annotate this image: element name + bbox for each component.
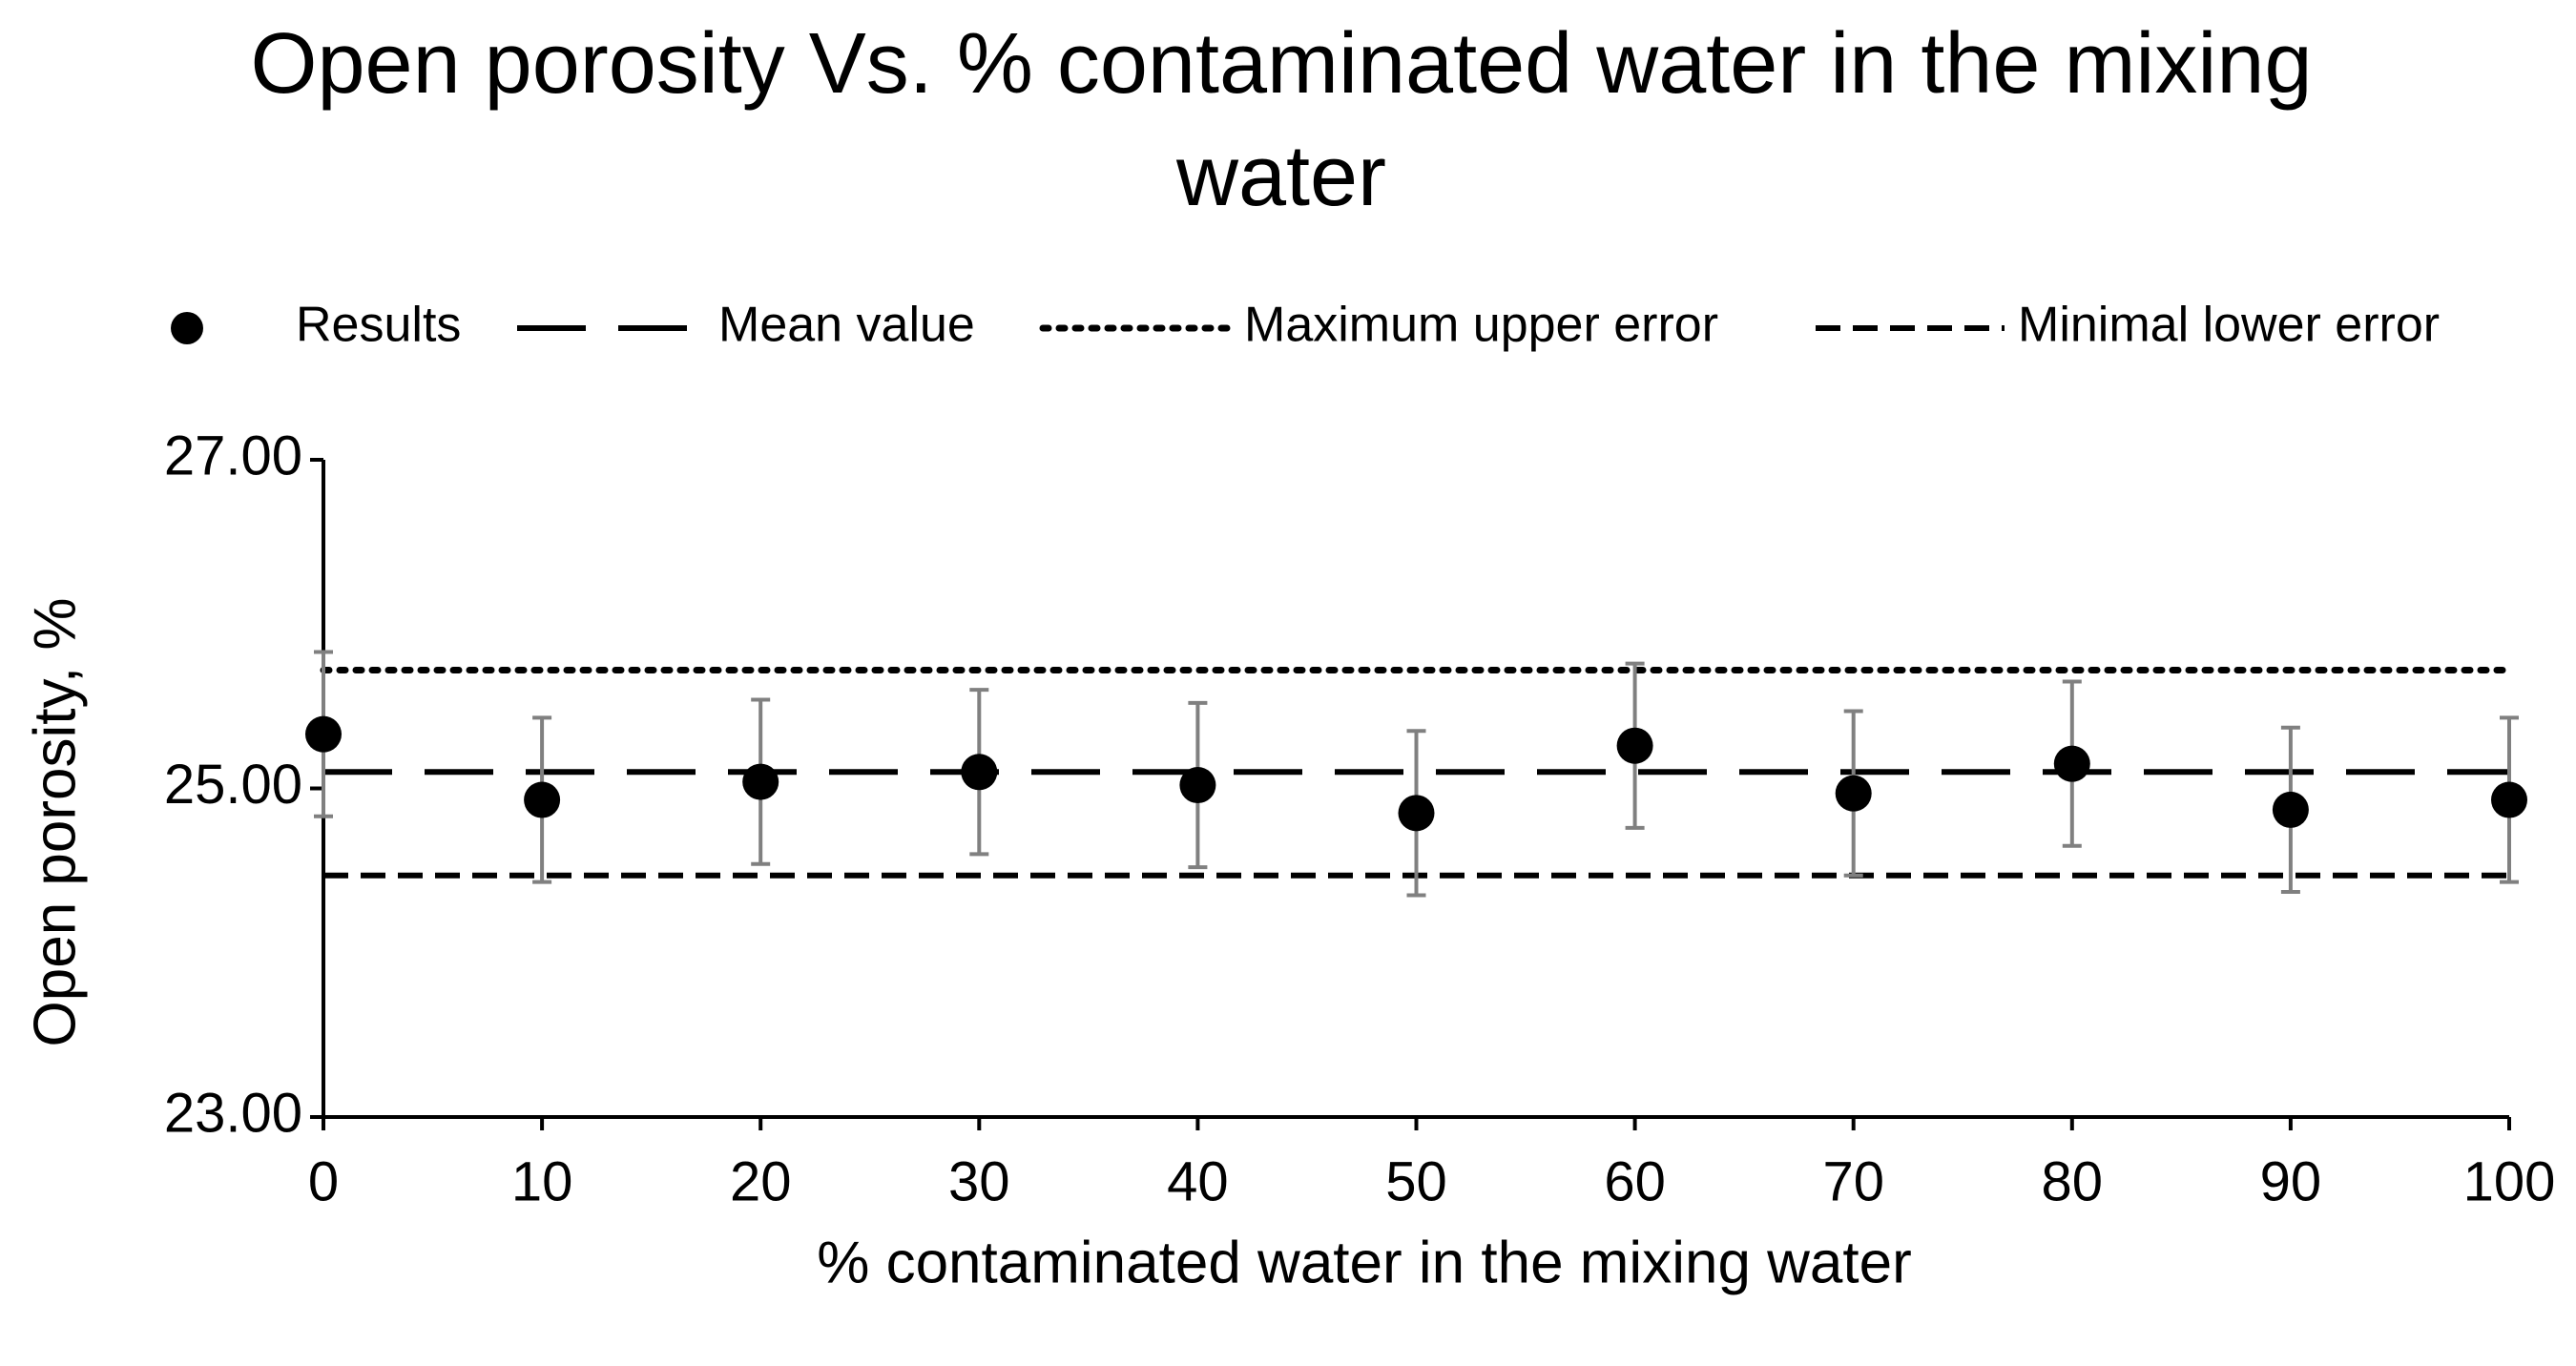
legend-marker [171, 312, 203, 344]
y-tick-label: 27.00 [164, 424, 302, 486]
x-tick-label: 20 [730, 1150, 792, 1212]
x-tick-label: 100 [2463, 1150, 2556, 1212]
x-tick-label: 50 [1385, 1150, 1447, 1212]
x-tick-label: 60 [1604, 1150, 1666, 1212]
x-tick-label: 70 [1822, 1150, 1884, 1212]
y-tick-label: 25.00 [164, 754, 302, 816]
chart-title: Open porosity Vs. % contaminated water i… [250, 16, 2313, 224]
data-point [1398, 795, 1435, 832]
data-point [742, 763, 779, 800]
data-point [1835, 775, 1872, 812]
legend-label: Mean value [718, 298, 975, 353]
data-point [305, 715, 342, 753]
legend-label: Results [296, 298, 461, 353]
data-point [524, 781, 561, 818]
data-point [1179, 767, 1216, 804]
x-tick-label: 80 [2042, 1150, 2104, 1212]
legend-label: Maximum upper error [1244, 298, 1718, 353]
data-point [1616, 727, 1653, 764]
data-point [2053, 745, 2090, 782]
data-point [961, 754, 998, 791]
legend-label: Minimal lower error [2018, 298, 2440, 353]
data-point [2272, 791, 2309, 828]
x-axis-label: % contaminated water in the mixing water [817, 1230, 1912, 1295]
y-tick-label: 23.00 [164, 1082, 302, 1144]
x-tick-label: 30 [948, 1150, 1010, 1212]
x-tick-label: 40 [1167, 1150, 1229, 1212]
x-tick-label: 10 [511, 1150, 573, 1212]
data-point [2491, 781, 2527, 818]
x-tick-label: 0 [308, 1150, 339, 1212]
y-axis-label: Open porosity, % [22, 598, 88, 1047]
x-tick-label: 90 [2260, 1150, 2322, 1212]
